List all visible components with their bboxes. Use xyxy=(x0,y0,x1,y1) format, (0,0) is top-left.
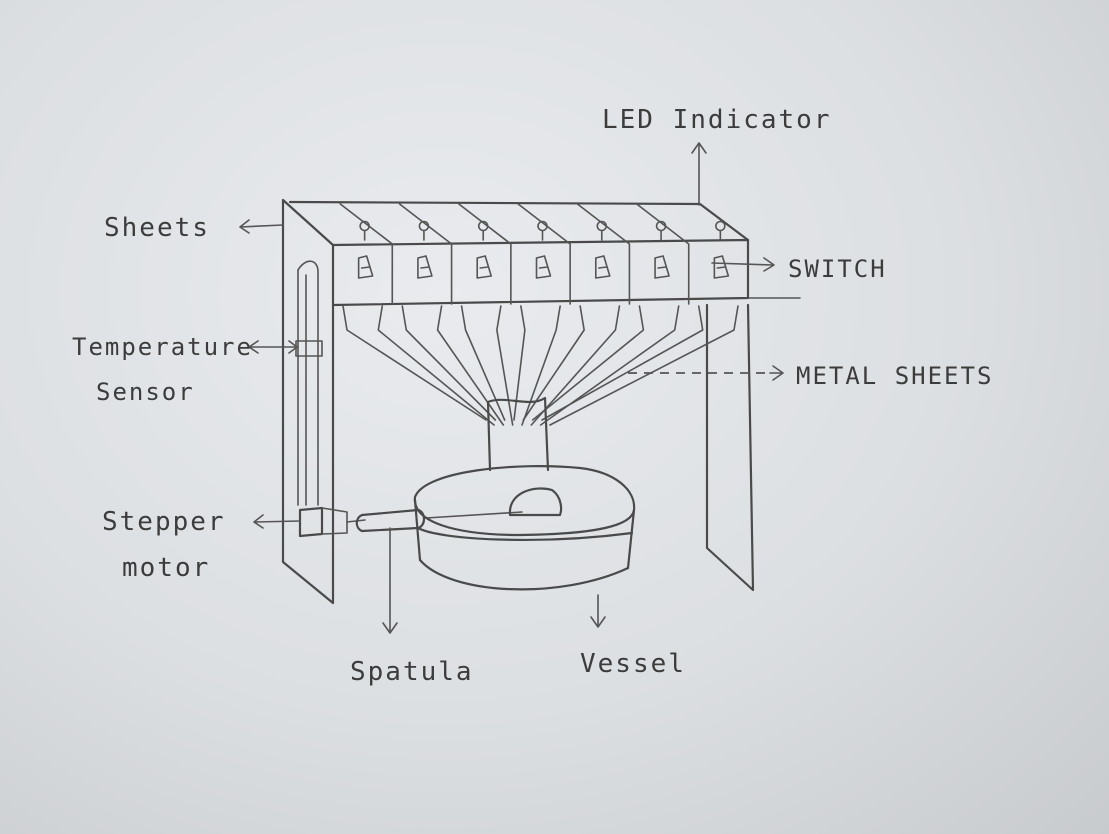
label-stepper-motor-line2: motor xyxy=(122,553,210,583)
wire xyxy=(460,305,506,421)
label-stepper-motor-line1: Stepper xyxy=(102,507,226,537)
spatula-handle xyxy=(355,508,523,533)
wire xyxy=(513,305,526,421)
led-indicator-icon xyxy=(418,220,430,241)
switch-icon xyxy=(476,255,493,279)
module-divider xyxy=(398,203,453,305)
label-metal-sheets: METAL SHEETS xyxy=(796,362,993,390)
spatula-head xyxy=(508,487,563,517)
switch-icon xyxy=(594,255,611,279)
wire xyxy=(496,305,514,426)
label-temperature-sensor-line1: Temperature xyxy=(72,333,253,361)
wire xyxy=(521,305,561,426)
label-switch: SWITCH xyxy=(788,255,887,283)
wire xyxy=(436,305,505,426)
wire xyxy=(522,305,585,421)
switch-icon xyxy=(357,255,374,279)
module-divider xyxy=(517,203,571,305)
label-sheets: Sheets xyxy=(104,213,210,243)
wire xyxy=(539,305,680,426)
module-dividers xyxy=(339,203,690,305)
right-metal-sheet xyxy=(705,303,755,592)
vertical-rail xyxy=(297,260,319,506)
label-spatula: Spatula xyxy=(350,657,474,687)
module-divider xyxy=(339,203,394,305)
switch-icon xyxy=(535,255,552,279)
wire xyxy=(342,305,487,421)
switches xyxy=(357,255,730,279)
wire xyxy=(530,305,621,426)
leader-lines xyxy=(239,142,775,634)
led-indicator-icon xyxy=(715,220,726,241)
wire xyxy=(541,305,704,421)
switch-icon xyxy=(417,255,433,279)
label-led-indicator: LED Indicator xyxy=(602,105,832,135)
led-indicator-icon xyxy=(537,220,548,241)
left-sheet xyxy=(281,198,335,605)
led-indicator-icon xyxy=(359,220,370,241)
top-panel xyxy=(288,200,801,307)
module-divider xyxy=(576,203,631,305)
wires xyxy=(342,305,739,426)
led-indicator-icon xyxy=(655,220,667,241)
switch-icon xyxy=(654,255,670,279)
led-indicator-icon xyxy=(477,220,489,241)
led-indicator-icon xyxy=(596,220,608,241)
wire xyxy=(531,305,645,421)
label-vessel: Vessel xyxy=(580,649,686,679)
module-divider xyxy=(635,203,690,305)
led-indicators xyxy=(359,220,726,241)
wire xyxy=(401,305,497,421)
wire xyxy=(377,305,495,426)
metal-sheets-arrowhead xyxy=(769,365,784,381)
label-temperature-sensor-line2: Sensor xyxy=(96,378,195,406)
switch-icon xyxy=(713,255,730,279)
vessel xyxy=(413,465,636,591)
module-divider xyxy=(458,203,512,305)
wire xyxy=(549,305,739,426)
central-tube xyxy=(486,396,550,472)
